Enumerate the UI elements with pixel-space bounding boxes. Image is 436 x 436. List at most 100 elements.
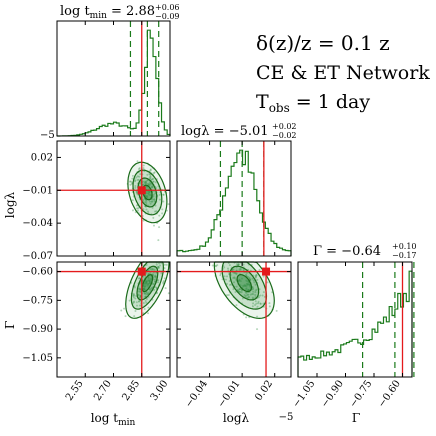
tmin-gamma-sample: [143, 286, 146, 289]
lambda-gamma-sample: [238, 288, 241, 291]
tmin-gamma-sample: [143, 288, 146, 291]
lambda-gamma-sample: [233, 281, 236, 284]
lambda-gamma-sample: [243, 283, 246, 286]
lambda-gamma-contour-1: [221, 261, 268, 310]
tmin-lambda-sample: [129, 183, 132, 186]
tmin-gamma-sample: [152, 278, 155, 281]
tmin-gamma-sample: [139, 294, 142, 297]
lambda-gamma-sample: [268, 305, 271, 308]
lambda-gamma-sample: [237, 263, 240, 266]
tmin-lambda-sample: [144, 195, 147, 198]
tmin-lambda-sample: [145, 182, 148, 185]
tmin-gamma-truth-point: [137, 267, 146, 276]
xlabel-lambda: logλ: [223, 411, 250, 425]
title-tmin-lower: −0.09: [155, 12, 180, 21]
tmin-gamma-sample: [158, 262, 161, 265]
tmin-gamma-sample: [147, 312, 150, 315]
tmin-lambda-sample: [147, 192, 150, 195]
lambda-gamma-sample: [245, 279, 248, 282]
tmin-lambda-sample: [153, 198, 156, 201]
ylabel-lambda: logλ: [3, 191, 17, 218]
lambda-gamma-sample: [235, 269, 238, 272]
lambda-gamma-sample: [248, 284, 251, 287]
lambda-gamma-sample: [247, 289, 250, 292]
lambda-histogram: [176, 149, 292, 256]
annotation-line3: Tobs = 1 day: [256, 91, 370, 115]
tmin-lambda-sample: [145, 199, 148, 202]
lambda-gamma-sample: [233, 276, 236, 279]
tmin-lambda-sample: [142, 208, 145, 211]
tmin-lambda-sample: [149, 175, 152, 178]
lambda-gamma-sample: [241, 285, 244, 288]
lambda-gamma-sample: [247, 288, 250, 291]
lambda-gamma-sample: [259, 294, 262, 297]
tmin-lambda-sample: [154, 204, 157, 207]
tmin-lambda-sample: [144, 180, 147, 183]
lambda-gamma-sample: [257, 296, 260, 299]
tmin-gamma-sample: [154, 275, 157, 278]
tmin-gamma-sample: [143, 281, 146, 284]
lambda-gamma-sample: [262, 291, 265, 294]
tmin-lambda-sample: [152, 216, 155, 219]
tmin-lambda-sample: [152, 180, 155, 183]
tmin-gamma-sample: [149, 279, 152, 282]
tmin-lambda-sample: [145, 201, 148, 204]
lambda-gamma-sample: [257, 300, 260, 303]
tmin-lambda-sample: [146, 179, 149, 182]
tmin-gamma-sample: [145, 293, 148, 296]
tmin-lambda-sample: [152, 224, 155, 227]
lambda-gamma-sample: [254, 291, 257, 294]
tmin-gamma-sample: [145, 280, 148, 283]
lambda-gamma-sample: [256, 315, 259, 318]
lambda-gamma-sample: [235, 263, 238, 266]
tmin-gamma-sample: [157, 266, 160, 269]
tmin-gamma-sample: [138, 300, 141, 303]
lambda-gamma-sample: [234, 271, 237, 274]
tmin-gamma-sample: [163, 277, 166, 280]
lambda-gamma-sample: [266, 281, 269, 284]
lambda-gamma-sample: [252, 290, 255, 293]
gamT-xtick-label: −0.60: [376, 378, 403, 409]
lambda-gamma-sample: [247, 296, 250, 299]
lambda-gamma-sample: [254, 275, 257, 278]
tmin-lambda-sample: [138, 175, 141, 178]
tmin-lambda-sample: [145, 181, 148, 184]
tmin-lambda-sample: [153, 198, 156, 201]
title-gamma: Γ = −0.64: [313, 244, 381, 259]
xlabel-gamma: Γ: [352, 411, 360, 425]
tmin-lambda-sample: [154, 210, 157, 213]
tmin-gamma-sample: [154, 275, 157, 278]
lambda-gamma-sample: [245, 287, 248, 290]
tmin-gamma-sample: [153, 288, 156, 291]
tmin-lambda-sample: [136, 178, 139, 181]
tmin-gamma-sample: [154, 278, 157, 281]
lambda-gamma-sample: [246, 289, 249, 292]
tmin-gamma-sample: [147, 269, 150, 272]
tmin-gamma-sample: [146, 292, 149, 295]
tmin-gamma-sample: [124, 315, 127, 318]
lambda-gamma-sample: [248, 283, 251, 286]
tmin-gamma-sample: [132, 292, 135, 295]
tmin-lambda-sample: [148, 173, 151, 176]
tmin-lambda-sample: [162, 193, 165, 196]
c21-xtick-label: 0.02: [253, 378, 275, 403]
tmin-gamma-sample: [137, 277, 140, 280]
lambda-gamma-sample: [247, 275, 250, 278]
tmin-gamma-sample: [155, 263, 158, 266]
lamT-frame: [176, 140, 292, 257]
tmin-lambda-truth-point: [137, 186, 146, 195]
lambda-gamma-sample: [249, 278, 252, 281]
lambda-gamma-sample: [262, 275, 265, 278]
tmin-gamma-sample: [149, 272, 152, 275]
tmin-lambda-sample: [143, 180, 146, 183]
tmin-lambda-sample: [131, 199, 134, 202]
c20-ytick-label: −0.60: [22, 267, 53, 278]
tmin-lambda-sample: [153, 200, 156, 203]
tmin-gamma-sample: [154, 286, 157, 289]
lambda-gamma-sample: [245, 273, 248, 276]
lambda-gamma-sample: [252, 279, 255, 282]
c20-xtick-label: 2.85: [120, 378, 142, 403]
lambda-gamma-sample: [219, 274, 222, 277]
tmin-lambda-sample: [137, 207, 140, 210]
tmin-lambda-sample: [148, 193, 151, 196]
